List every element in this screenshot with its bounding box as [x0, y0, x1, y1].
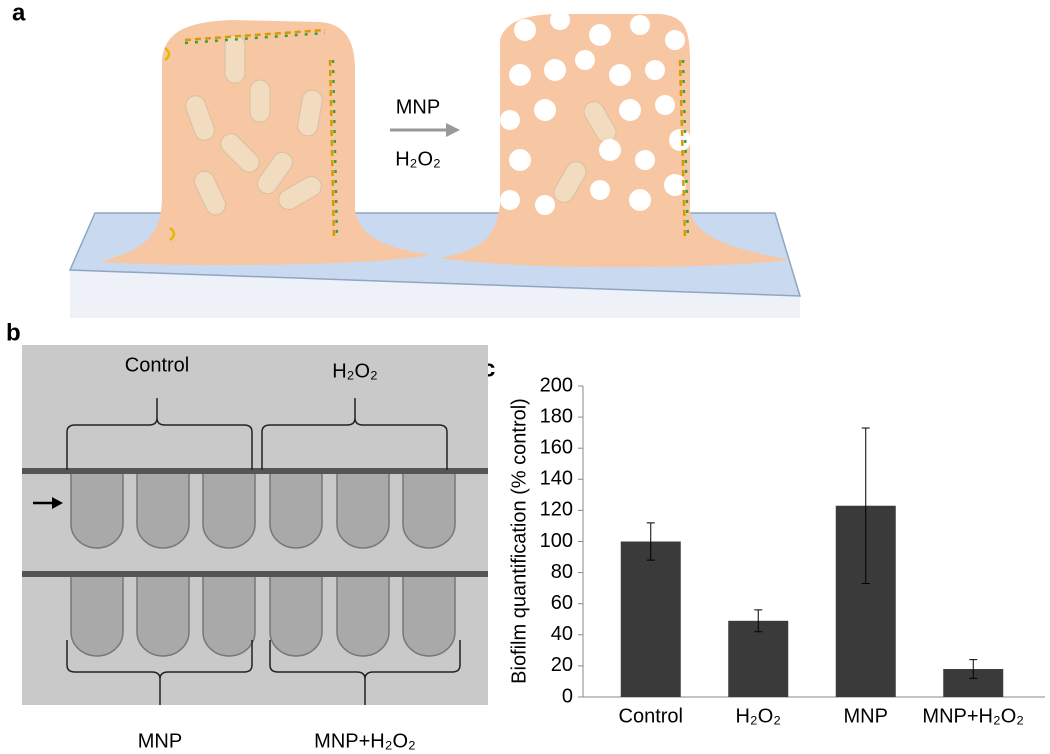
y-tick-label: 80 [551, 561, 573, 583]
arrow-label: H₂O₂ [395, 148, 441, 170]
error-bar [969, 659, 978, 679]
x-tick-label: H₂O₂ [735, 705, 781, 727]
error-bar [754, 609, 763, 633]
y-tick-label: 180 [540, 405, 573, 427]
y-tick-label: 140 [540, 468, 573, 490]
group-label: Control [125, 354, 189, 376]
y-tick-label: 100 [540, 530, 573, 552]
y-tick-label: 40 [551, 623, 573, 645]
panel-a-illustration [68, 10, 802, 318]
y-axis-label: Biofilm quantification (% control) [508, 398, 530, 684]
error-bar [861, 427, 870, 584]
y-tick-label: 60 [551, 592, 573, 614]
x-tick-label: MNP+H₂O₂ [922, 705, 1024, 727]
panel-b-photo [22, 345, 488, 705]
arrow-label: MNP [396, 96, 440, 118]
y-tick-label: 0 [562, 685, 573, 707]
group-label: H₂O₂ [332, 360, 378, 382]
panel-letter: a [12, 0, 26, 26]
bar [620, 541, 681, 697]
y-tick-label: 200 [540, 374, 573, 396]
y-tick-label: 160 [540, 436, 573, 458]
y-tick-label: 20 [551, 654, 573, 676]
bar-chart: Biofilm quantification (% control) 0 20 40… [508, 374, 1045, 727]
group-label: MNP [138, 730, 182, 752]
x-tick-label: MNP [844, 705, 888, 727]
error-bar [646, 522, 655, 561]
bar [728, 620, 789, 697]
x-tick-label: Control [619, 705, 683, 727]
y-tick-label: 120 [540, 499, 573, 521]
panel-letter: b [6, 319, 21, 346]
group-label: MNP+H₂O₂ [314, 730, 416, 752]
